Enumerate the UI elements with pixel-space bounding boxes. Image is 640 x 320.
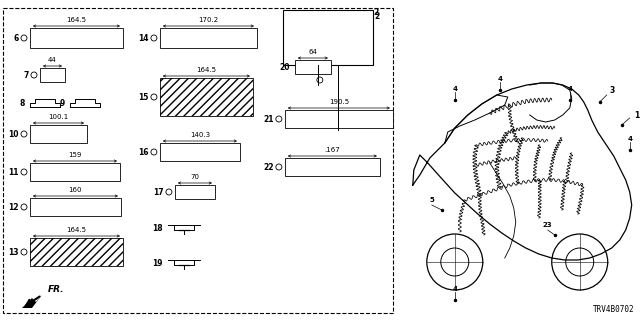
Bar — [30, 238, 123, 266]
Circle shape — [31, 72, 37, 78]
Circle shape — [21, 204, 27, 210]
Text: 18: 18 — [152, 223, 163, 233]
Bar — [175, 185, 215, 199]
Text: 4: 4 — [452, 286, 458, 292]
Text: 19: 19 — [152, 259, 163, 268]
Bar — [285, 110, 393, 128]
Bar — [285, 158, 380, 176]
Bar — [30, 28, 123, 48]
Text: 17: 17 — [154, 188, 164, 196]
Text: 64: 64 — [308, 49, 317, 55]
Text: 4: 4 — [567, 86, 572, 92]
Bar — [160, 28, 257, 48]
Circle shape — [21, 35, 27, 41]
Text: 3: 3 — [609, 85, 614, 94]
Text: 15: 15 — [138, 92, 149, 101]
Bar — [30, 163, 120, 181]
Circle shape — [566, 248, 594, 276]
Text: 190.5: 190.5 — [329, 99, 349, 105]
Bar — [160, 78, 253, 116]
Circle shape — [151, 35, 157, 41]
Text: 4: 4 — [497, 76, 502, 82]
Circle shape — [317, 77, 323, 83]
Text: 164.5: 164.5 — [196, 67, 216, 73]
Text: 12: 12 — [8, 203, 19, 212]
Bar — [160, 143, 240, 161]
Text: 164.5: 164.5 — [67, 17, 86, 23]
Text: 11: 11 — [8, 167, 19, 177]
Circle shape — [21, 249, 27, 255]
Bar — [295, 60, 331, 74]
Text: 70: 70 — [191, 174, 200, 180]
Text: 170.2: 170.2 — [198, 17, 218, 23]
Text: 4: 4 — [452, 86, 458, 92]
Bar — [30, 238, 123, 266]
Text: 20: 20 — [280, 62, 290, 71]
Text: 44: 44 — [48, 57, 57, 63]
Text: 160: 160 — [68, 187, 82, 193]
Text: 16: 16 — [138, 148, 149, 156]
Text: 1: 1 — [634, 110, 639, 119]
Circle shape — [276, 116, 282, 122]
Text: 159: 159 — [68, 152, 82, 158]
Text: 100.1: 100.1 — [49, 114, 68, 120]
Text: 2: 2 — [374, 8, 379, 17]
Text: 13: 13 — [8, 247, 19, 257]
Circle shape — [552, 234, 608, 290]
Bar — [30, 125, 87, 143]
Text: 4: 4 — [627, 136, 632, 142]
Bar — [283, 10, 373, 65]
Text: 21: 21 — [264, 115, 274, 124]
Circle shape — [276, 164, 282, 170]
Polygon shape — [22, 295, 42, 308]
Circle shape — [21, 131, 27, 137]
Text: 23: 23 — [543, 222, 552, 228]
Text: FR.: FR. — [48, 285, 65, 294]
Text: 7: 7 — [24, 70, 29, 79]
Bar — [30, 198, 121, 216]
Bar — [160, 78, 253, 116]
Circle shape — [151, 149, 157, 155]
Bar — [40, 68, 65, 82]
Text: 6: 6 — [13, 34, 19, 43]
Circle shape — [441, 248, 468, 276]
Text: 2: 2 — [375, 12, 380, 21]
Bar — [3, 8, 393, 313]
Text: 10: 10 — [8, 130, 19, 139]
Circle shape — [151, 94, 157, 100]
Text: TRV4B0702: TRV4B0702 — [593, 305, 635, 314]
Circle shape — [21, 169, 27, 175]
Text: 5: 5 — [429, 197, 434, 203]
Circle shape — [166, 189, 172, 195]
Circle shape — [427, 234, 483, 290]
Text: 22: 22 — [264, 163, 274, 172]
Text: 164.5: 164.5 — [67, 227, 86, 233]
Text: 140.3: 140.3 — [190, 132, 210, 138]
Text: 9: 9 — [60, 99, 65, 108]
Text: .167: .167 — [324, 147, 340, 153]
Text: 14: 14 — [138, 34, 149, 43]
Text: 8: 8 — [20, 99, 25, 108]
